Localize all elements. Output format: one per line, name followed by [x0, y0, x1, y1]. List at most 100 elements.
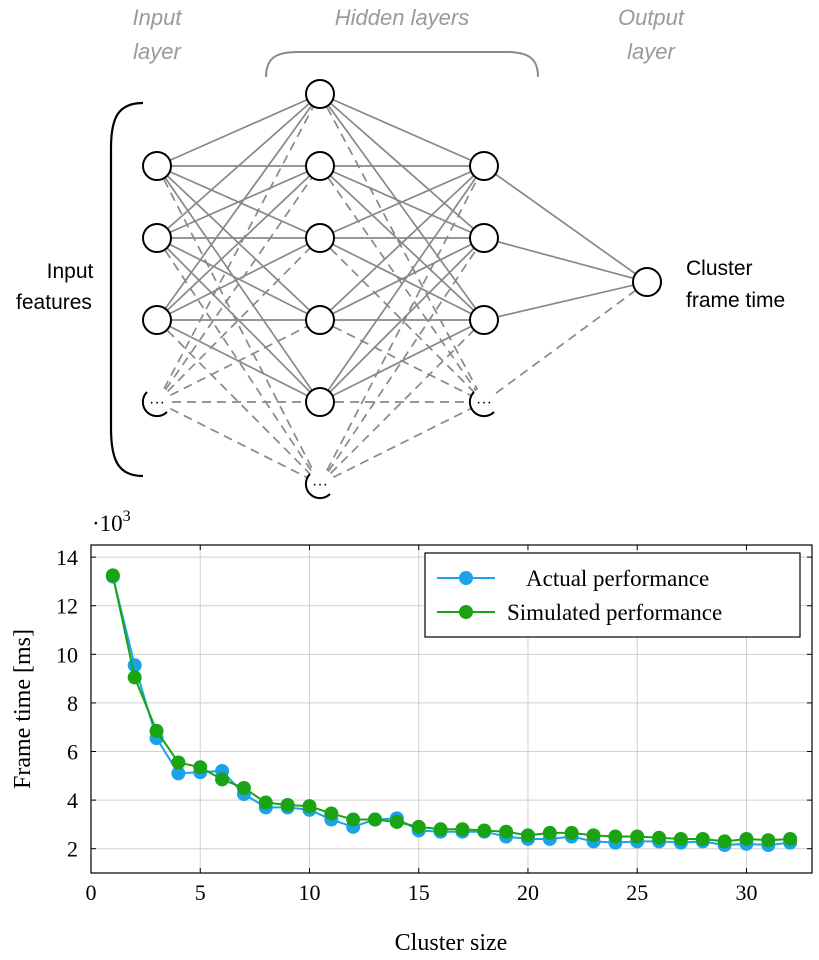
legend-label-simulated: Simulated performance	[507, 600, 722, 625]
data-point-simulated-20	[520, 828, 535, 843]
edge-l1-4-2	[319, 319, 485, 403]
input-features-brace	[109, 101, 144, 478]
output-layer-caption-line1: Output	[618, 5, 685, 30]
edge-l0-0-5	[156, 165, 321, 485]
edge-l0-1-0	[156, 93, 321, 239]
data-point-simulated-30	[739, 831, 754, 846]
output-label-line2: frame time	[686, 289, 785, 312]
edge-l0-3-1	[156, 165, 321, 403]
data-point-simulated-27	[673, 831, 688, 846]
data-point-simulated-24	[608, 829, 623, 844]
output-label-line1: Cluster	[686, 257, 753, 280]
y-axis-label: Frame time [ms]	[10, 629, 36, 789]
edge-l1-0-0	[319, 93, 485, 167]
data-point-simulated-22	[564, 825, 579, 840]
x-tick-label-5: 5	[195, 880, 206, 905]
hidden-layers-caption: Hidden layers	[335, 5, 470, 30]
x-axis-label: Cluster size	[395, 930, 508, 956]
data-point-actual-4	[171, 766, 186, 781]
edge-l2-0-0	[483, 165, 648, 283]
input-node-0	[142, 151, 172, 181]
edge-l0-1-1	[156, 165, 321, 239]
data-point-simulated-16	[433, 822, 448, 837]
y-multiplier: ·103	[92, 508, 131, 536]
edge-l2-2-0	[483, 281, 648, 321]
edge-l1-3-1	[319, 237, 485, 321]
data-point-simulated-15	[411, 819, 426, 834]
data-point-simulated-14	[389, 814, 404, 829]
network-nodes: ··· ··· ···	[141, 79, 662, 500]
legend-marker-actual	[459, 571, 473, 585]
x-tick-label-30: 30	[735, 880, 757, 905]
data-point-simulated-32	[783, 831, 798, 846]
edge-l0-3-5	[156, 401, 321, 485]
edge-l0-3-0	[156, 93, 321, 403]
data-point-simulated-21	[542, 825, 557, 840]
y-tick-label-14: 14	[56, 545, 78, 570]
hidden2-node-0	[469, 151, 499, 181]
input-ellipsis-node-bg	[143, 388, 171, 416]
y-tick-label-6: 6	[67, 740, 78, 765]
data-point-simulated-10	[302, 799, 317, 814]
hidden1-ellipsis-node-bg	[306, 470, 334, 498]
data-point-simulated-26	[652, 830, 667, 845]
data-point-simulated-28	[695, 831, 710, 846]
edge-l1-2-3	[319, 237, 485, 403]
legend-label-actual: Actual performance	[526, 566, 709, 591]
data-point-simulated-7	[236, 780, 251, 795]
hidden1-node-4	[305, 387, 335, 417]
edge-l2-3-0	[483, 281, 648, 403]
edge-l1-0-3	[319, 93, 485, 403]
legend-marker-simulated	[459, 605, 473, 619]
edge-l1-3-0	[319, 165, 485, 321]
edge-l1-2-0	[319, 165, 485, 239]
edge-l0-2-0	[156, 93, 321, 321]
output-node-0	[632, 267, 662, 297]
input-layer-caption-line1: Input	[133, 5, 183, 30]
edge-l1-5-0	[319, 165, 485, 485]
data-point-simulated-3	[149, 723, 164, 738]
hidden1-node-1	[305, 151, 335, 181]
data-point-simulated-23	[586, 828, 601, 843]
plot-frame	[90, 544, 813, 874]
hidden-layers-brace	[265, 51, 539, 78]
edge-l0-3-3	[156, 319, 321, 403]
hidden1-node-0	[305, 79, 335, 109]
hidden1-node-2	[305, 223, 335, 253]
y-tick-label-12: 12	[56, 594, 78, 619]
y-tick-label-2: 2	[67, 837, 78, 862]
edge-l2-1-0	[483, 237, 648, 283]
data-point-simulated-19	[499, 824, 514, 839]
data-point-simulated-2	[127, 670, 142, 685]
data-point-simulated-6	[215, 772, 230, 787]
data-point-simulated-12	[346, 812, 361, 827]
edge-l1-4-0	[319, 165, 485, 403]
edge-l0-2-1	[156, 165, 321, 321]
data-point-simulated-11	[324, 806, 339, 821]
hidden2-node-2	[469, 305, 499, 335]
data-point-simulated-5	[193, 760, 208, 775]
hidden1-ellipsis-node	[304, 473, 331, 500]
data-point-simulated-1	[105, 568, 120, 583]
input-ellipsis-glyph: ···	[149, 394, 165, 411]
data-point-actual-2	[127, 658, 142, 673]
edge-l0-2-2	[156, 237, 321, 321]
data-point-simulated-8	[258, 795, 273, 810]
network-edges	[156, 93, 648, 485]
hidden2-node-1	[469, 223, 499, 253]
x-tick-label-0: 0	[86, 880, 97, 905]
legend-box	[424, 552, 801, 638]
edge-l1-4-1	[319, 237, 485, 403]
data-point-simulated-4	[171, 755, 186, 770]
data-point-simulated-18	[477, 823, 492, 838]
edge-l1-5-2	[319, 319, 485, 485]
hidden1-ellipsis-glyph: ···	[312, 476, 328, 493]
chart-series	[105, 568, 798, 853]
y-tick-label-8: 8	[67, 691, 78, 716]
edge-l0-2-5	[156, 319, 321, 485]
edge-l0-0-0	[156, 93, 321, 167]
edge-l1-5-3	[319, 401, 485, 485]
y-tick-label-10: 10	[56, 642, 78, 667]
data-point-simulated-25	[630, 829, 645, 844]
